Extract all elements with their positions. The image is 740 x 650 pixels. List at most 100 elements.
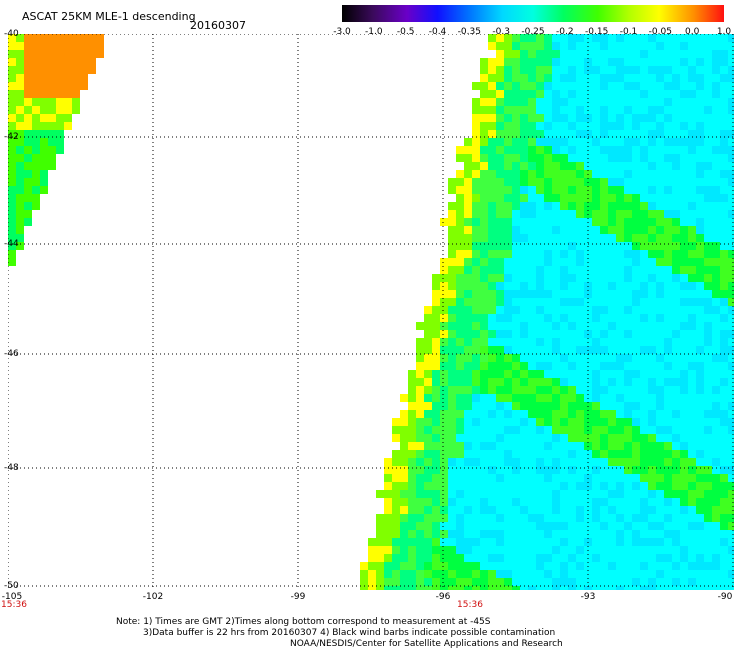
colorbar-tick-label: -0.05 — [648, 27, 672, 37]
swath-cell — [504, 186, 512, 194]
swath-cell — [16, 162, 24, 170]
swath-cell — [640, 130, 648, 138]
swath-cell — [504, 434, 512, 442]
swath-cell — [440, 314, 448, 322]
swath-cell — [512, 306, 520, 314]
swath-cell — [720, 106, 728, 114]
swath-cell — [624, 418, 632, 426]
swath-cell — [688, 210, 696, 218]
swath-cell — [488, 434, 496, 442]
swath-cell — [688, 514, 696, 522]
swath-cell — [456, 146, 464, 154]
swath-cell — [664, 554, 672, 562]
swath-cell — [672, 346, 680, 354]
swath-cell — [568, 106, 576, 114]
swath-cell — [656, 42, 664, 50]
swath-cell — [488, 114, 496, 122]
swath-cell — [536, 42, 544, 50]
swath-cell — [728, 458, 734, 466]
swath-cell — [48, 106, 56, 114]
swath-cell — [496, 386, 504, 394]
swath-cell — [688, 266, 696, 274]
swath-cell — [528, 250, 536, 258]
swath-cell — [696, 418, 704, 426]
swath-cell — [616, 226, 624, 234]
swath-cell — [696, 426, 704, 434]
swath-cell — [608, 330, 616, 338]
swath-cell — [704, 482, 712, 490]
swath-cell — [504, 530, 512, 538]
swath-cell — [728, 242, 734, 250]
swath-cell — [656, 586, 664, 590]
swath-cell — [496, 250, 504, 258]
swath-cell — [672, 274, 680, 282]
swath-cell — [424, 450, 432, 458]
swath-cell — [672, 114, 680, 122]
swath-cell — [544, 522, 552, 530]
swath-cell — [680, 346, 688, 354]
swath-cell — [608, 122, 616, 130]
swath-cell — [704, 202, 712, 210]
swath-cell — [592, 418, 600, 426]
swath-cell — [696, 122, 704, 130]
swath-cell — [488, 530, 496, 538]
map-title: ASCAT 25KM MLE-1 descending — [22, 10, 196, 23]
swath-cell — [520, 250, 528, 258]
swath-cell — [536, 282, 544, 290]
swath-cell — [632, 330, 640, 338]
swath-cell — [424, 474, 432, 482]
swath-cell — [664, 506, 672, 514]
swath-cell — [616, 234, 624, 242]
swath-cell — [456, 202, 464, 210]
swath-cell — [648, 266, 656, 274]
swath-cell — [448, 346, 456, 354]
swath-cell — [720, 162, 728, 170]
swath-cell — [688, 130, 696, 138]
swath-cell — [504, 354, 512, 362]
swath-cell — [680, 90, 688, 98]
swath-cell — [576, 378, 584, 386]
swath-cell — [504, 450, 512, 458]
swath-cell — [544, 74, 552, 82]
swath-cell — [720, 362, 728, 370]
swath-cell — [648, 178, 656, 186]
swath-cell — [544, 530, 552, 538]
swath-cell — [640, 386, 648, 394]
swath-cell — [616, 554, 624, 562]
swath-cell — [656, 306, 664, 314]
swath-cell — [576, 274, 584, 282]
swath-cell — [568, 98, 576, 106]
swath-cell — [560, 98, 568, 106]
swath-cell — [640, 210, 648, 218]
swath-cell — [696, 578, 704, 586]
swath-cell — [720, 346, 728, 354]
swath-cell — [496, 322, 504, 330]
swath-cell — [432, 514, 440, 522]
swath-cell — [568, 314, 576, 322]
swath-cell — [32, 130, 40, 138]
swath-cell — [696, 554, 704, 562]
swath-cell — [608, 74, 616, 82]
swath-cell — [528, 386, 536, 394]
swath-cell — [592, 98, 600, 106]
swath-cell — [512, 42, 520, 50]
swath-cell — [688, 370, 696, 378]
swath-cell — [480, 434, 488, 442]
swath-cell — [616, 522, 624, 530]
swath-cell — [480, 186, 488, 194]
swath-cell — [696, 162, 704, 170]
swath-cell — [640, 202, 648, 210]
swath-cell — [656, 106, 664, 114]
swath-cell — [704, 314, 712, 322]
swath-cell — [632, 386, 640, 394]
swath-cell — [616, 306, 624, 314]
swath-cell — [624, 474, 632, 482]
swath-cell — [496, 498, 504, 506]
swath-cell — [592, 106, 600, 114]
swath-cell — [440, 474, 448, 482]
swath-cell — [664, 306, 672, 314]
swath-cell — [568, 74, 576, 82]
swath-cell — [632, 410, 640, 418]
swath-cell — [424, 466, 432, 474]
swath-cell — [632, 42, 640, 50]
